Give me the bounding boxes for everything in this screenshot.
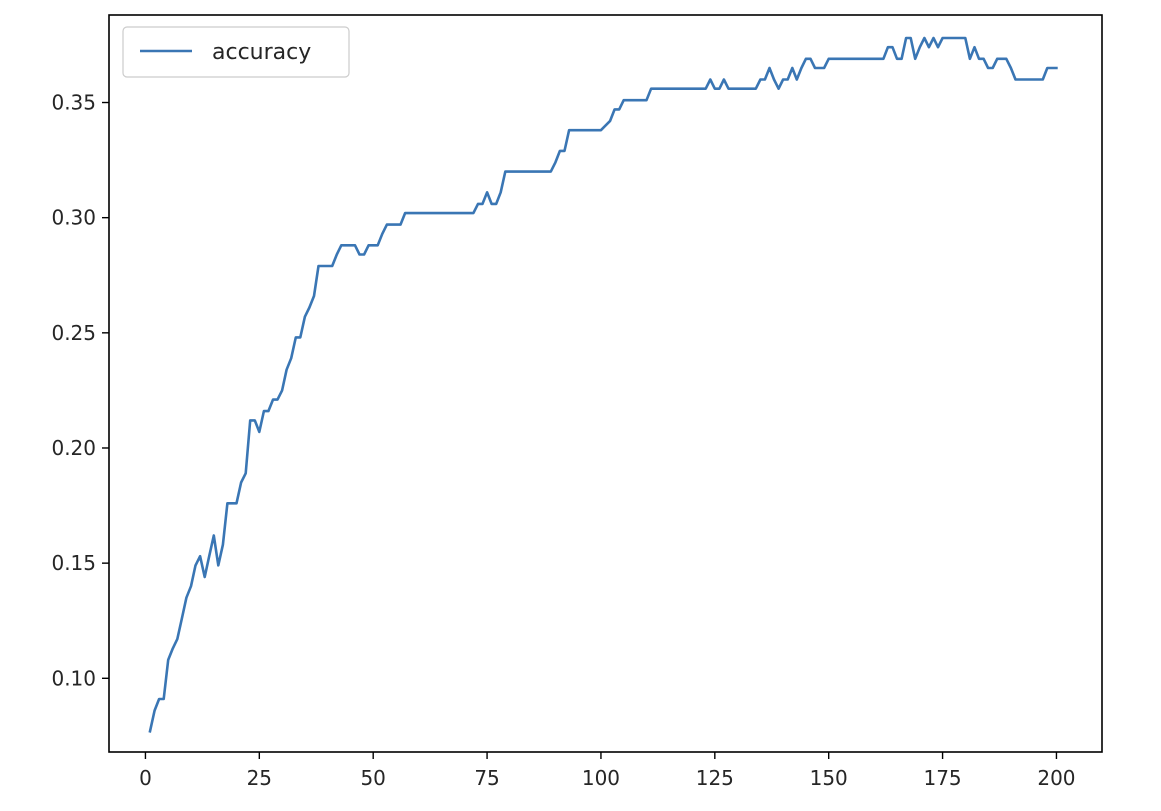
y-tick-label: 0.35 [51, 91, 96, 115]
x-tick-label: 0 [139, 766, 152, 790]
x-tick-label: 100 [582, 766, 620, 790]
y-axis: 0.10 0.15 0.20 0.25 0.30 0.35 [51, 91, 109, 690]
y-tick-label: 0.15 [51, 551, 96, 575]
legend-label: accuracy [212, 40, 311, 65]
legend-box [122, 26, 350, 78]
x-axis: 0 25 50 75 100 125 150 175 200 [139, 752, 1076, 790]
x-tick-label: 50 [360, 766, 385, 790]
y-tick-label: 0.30 [51, 206, 96, 230]
x-tick-label: 150 [810, 766, 848, 790]
x-tick-label: 75 [474, 766, 499, 790]
x-tick-label: 200 [1037, 766, 1075, 790]
x-tick-label: 125 [696, 766, 734, 790]
y-tick-label: 0.20 [51, 436, 96, 460]
x-tick-label: 175 [923, 766, 961, 790]
plot-series [148, 36, 1058, 733]
y-tick-label: 0.25 [51, 321, 96, 345]
x-tick-label: 25 [247, 766, 272, 790]
y-tick-label: 0.10 [51, 666, 96, 690]
series-line-accuracy [148, 36, 1058, 733]
axes-frame [108, 14, 1103, 753]
legend: accuracy [122, 26, 350, 78]
